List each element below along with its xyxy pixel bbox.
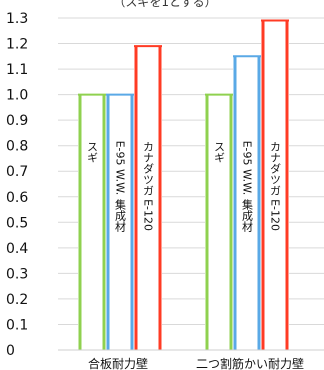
x-axis: 合板耐力壁 二つ割筋かい耐力壁: [58, 349, 324, 370]
bar: カナダツガ E-120: [261, 19, 289, 351]
bar-fill: [261, 20, 289, 351]
y-tick-label: 0.4: [6, 241, 28, 257]
y-tick-label: 0.5: [6, 215, 28, 231]
y-axis: 0 0.1 0.2 0.3 0.4 0.5 0.6 0.7 0.8 0.9 1.0 1.1 1.2 1.3: [6, 11, 28, 359]
series-label: スギ: [86, 141, 99, 163]
series-label: E-95 W.W. 集成材: [114, 141, 127, 232]
bar: E-95 W.W. 集成材: [233, 55, 261, 351]
bars: スギ E-95 W.W. 集成材 カナダツガ E-120 スギ E-95 W.W. 集成…: [78, 19, 289, 351]
y-tick-label: 0.1: [6, 317, 28, 333]
y-tick-label: 0.3: [6, 266, 28, 282]
bar-fill: [106, 94, 134, 350]
bar: カナダツガ E-120: [134, 45, 162, 350]
y-tick-label: 1.3: [6, 11, 28, 27]
bar: スギ: [205, 93, 233, 350]
bar-fill: [205, 94, 233, 350]
y-tick-label: 1.2: [6, 37, 28, 53]
y-tick-label: 0.6: [6, 190, 28, 206]
series-label: カナダツガ E-120: [269, 140, 282, 231]
y-tick-label: 0: [6, 343, 15, 359]
bar-fill: [233, 56, 261, 351]
y-tick-label: 0.8: [6, 139, 28, 155]
series-label: カナダツガ E-120: [142, 140, 155, 231]
chart-title: （スギを1とする）: [113, 0, 216, 9]
series-label: スギ: [213, 141, 226, 163]
x-category-label: 合板耐力壁: [88, 356, 148, 370]
x-category-label: 二つ割筋かい耐力壁: [196, 356, 304, 370]
series-label: E-95 W.W. 集成材: [241, 141, 254, 232]
y-tick-label: 0.7: [6, 164, 28, 180]
y-tick-label: 1.0: [6, 88, 28, 104]
y-tick-label: 1.1: [6, 62, 28, 78]
bar-fill: [78, 94, 106, 350]
y-tick-label: 0.2: [6, 292, 28, 308]
bar-fill: [134, 46, 162, 350]
bar: スギ: [78, 93, 106, 350]
bar: E-95 W.W. 集成材: [106, 93, 134, 350]
y-tick-label: 0.9: [6, 113, 28, 129]
